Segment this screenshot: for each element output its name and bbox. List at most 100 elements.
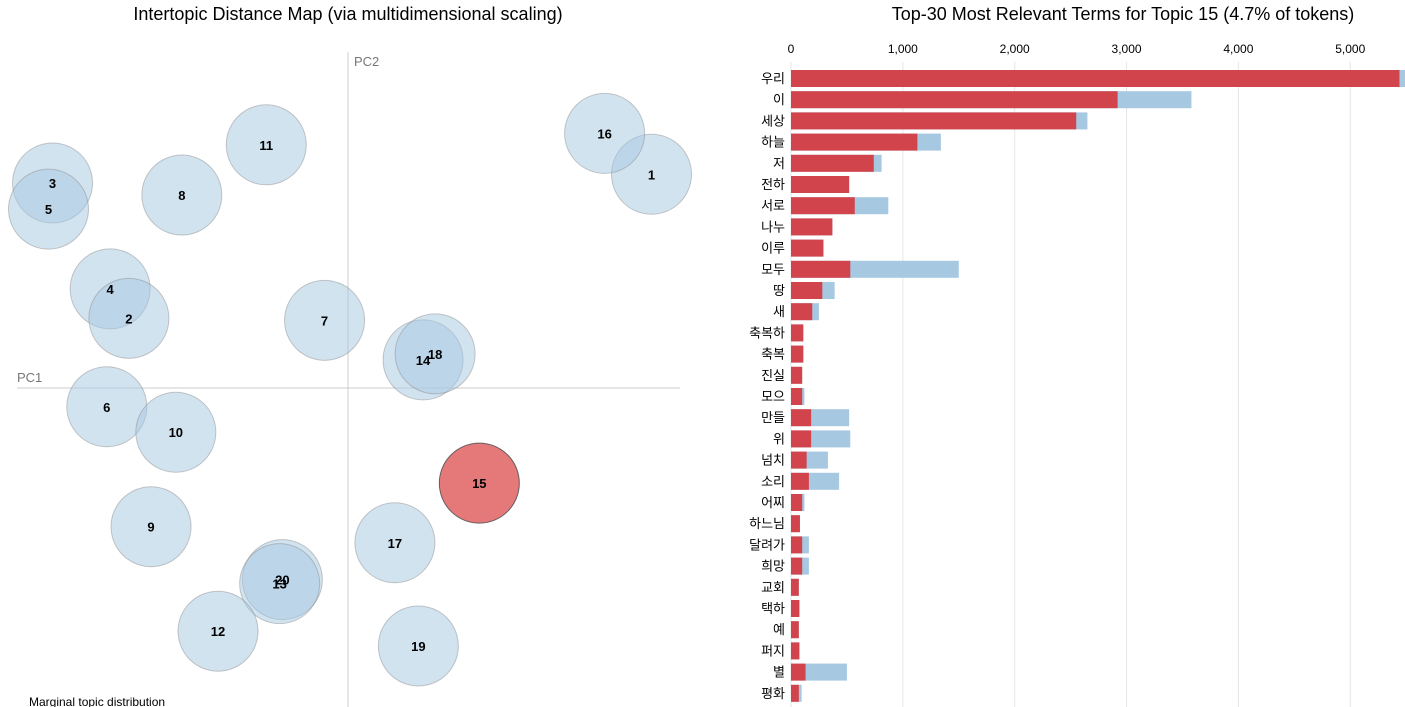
term-label[interactable]: 하느님	[749, 516, 785, 531]
topic-term-bar[interactable]	[791, 578, 799, 596]
topic-bubble-label-13: 13	[272, 577, 286, 592]
topic-term-bar[interactable]	[791, 621, 799, 639]
term-label[interactable]: 택하	[761, 601, 785, 616]
topic-bubbles	[8, 92, 693, 687]
bar-chart-title: Top-30 Most Relevant Terms for Topic 15 …	[892, 4, 1355, 24]
term-label[interactable]: 축복하	[749, 325, 785, 340]
term-label[interactable]: 모두	[761, 262, 785, 277]
topic-term-bar[interactable]	[791, 600, 800, 617]
topic-bubble-label-15: 15	[472, 476, 486, 491]
topic-term-bar[interactable]	[791, 133, 918, 151]
topic-term-bar[interactable]	[791, 176, 850, 193]
term-label[interactable]: 저	[773, 156, 785, 171]
topic-term-bar[interactable]	[791, 324, 804, 342]
topic-bubble-label-2: 2	[125, 311, 132, 326]
term-label[interactable]: 넘치	[761, 453, 785, 468]
map-title: Intertopic Distance Map (via multidimens…	[133, 4, 562, 24]
topic-bubble-label-5: 5	[45, 202, 52, 217]
topic-bubble-11[interactable]	[225, 104, 307, 186]
term-label[interactable]: 달려가	[749, 537, 785, 552]
topic-bubble-5[interactable]	[8, 168, 90, 250]
topic-bubble-label-16: 16	[597, 126, 611, 141]
term-label[interactable]: 퍼지	[761, 643, 785, 658]
term-label[interactable]: 어찌	[761, 495, 785, 510]
topic-term-bar[interactable]	[791, 154, 874, 172]
term-label[interactable]: 전하	[761, 177, 785, 192]
topic-term-bar[interactable]	[791, 197, 855, 215]
term-bars	[791, 70, 1405, 702]
term-label[interactable]: 세상	[761, 113, 785, 128]
topic-term-bar[interactable]	[791, 91, 1118, 109]
topic-bubble-13[interactable]	[239, 543, 321, 625]
term-label[interactable]: 희망	[761, 559, 785, 574]
term-label[interactable]: 축복	[761, 347, 785, 362]
term-label[interactable]: 서로	[761, 198, 785, 213]
topic-bubble-label-6: 6	[103, 400, 110, 415]
topic-bubble-19[interactable]	[377, 605, 459, 687]
topic-bubble-label-17: 17	[388, 536, 402, 551]
topic-term-bar[interactable]	[791, 303, 813, 321]
topic-term-bar[interactable]	[791, 494, 803, 511]
term-label[interactable]: 모으	[761, 389, 785, 404]
topic-bubble-9[interactable]	[110, 486, 192, 568]
topic-term-bar[interactable]	[791, 239, 824, 257]
term-label[interactable]: 예	[773, 622, 785, 637]
topic-bubble-7[interactable]	[284, 279, 366, 361]
topic-bubble-label-12: 12	[211, 624, 225, 639]
topic-bubble-label-19: 19	[411, 639, 425, 654]
intertopic-distance-map: Intertopic Distance Map (via multidimens…	[8, 4, 693, 707]
topic-bubble-label-11: 11	[259, 138, 273, 153]
topic-term-bar[interactable]	[791, 218, 833, 236]
topic-term-bar[interactable]	[791, 557, 803, 575]
topic-term-bar[interactable]	[791, 663, 806, 681]
topic-term-bar[interactable]	[791, 388, 803, 405]
topic-bubble-15[interactable]	[438, 442, 520, 524]
x-tick-label: 0	[788, 42, 795, 56]
topic-bubble-10[interactable]	[135, 391, 217, 473]
pc2-axis-label: PC2	[354, 54, 379, 69]
topic-term-bar[interactable]	[791, 260, 851, 278]
term-label[interactable]: 평화	[761, 686, 785, 701]
topic-bubble-16[interactable]	[564, 92, 646, 174]
term-label[interactable]: 소리	[761, 474, 785, 489]
topic-bubble-17[interactable]	[354, 502, 436, 584]
topic-term-bar[interactable]	[791, 70, 1400, 87]
topic-bubble-label-20: 20	[275, 573, 289, 588]
topic-term-bar[interactable]	[791, 409, 812, 427]
topic-term-bar[interactable]	[791, 366, 803, 384]
term-label[interactable]: 하늘	[761, 135, 785, 150]
topic-bubble-12[interactable]	[177, 590, 259, 672]
term-label[interactable]: 땅	[773, 283, 785, 298]
topic-bubble-18[interactable]	[394, 313, 476, 395]
term-label[interactable]: 만들	[761, 410, 785, 425]
topic-term-bar[interactable]	[791, 684, 799, 702]
topic-term-bar[interactable]	[791, 472, 809, 490]
term-label[interactable]: 별	[773, 665, 785, 680]
topic-term-bar[interactable]	[791, 345, 804, 363]
x-tick-label: 2,000	[1000, 42, 1030, 56]
topic-term-bar[interactable]	[791, 430, 812, 448]
term-label[interactable]: 이루	[761, 241, 785, 256]
term-label[interactable]: 새	[773, 304, 785, 319]
topic-term-bar[interactable]	[791, 536, 803, 554]
topic-term-bar[interactable]	[791, 112, 1077, 130]
topic-term-bar[interactable]	[791, 515, 800, 533]
topic-term-bar[interactable]	[791, 282, 823, 299]
topic-bubble-label-1: 1	[648, 167, 655, 182]
term-label[interactable]: 교회	[761, 580, 785, 595]
x-tick-label: 5,000	[1335, 42, 1365, 56]
topic-bubble-2[interactable]	[88, 277, 170, 359]
term-label[interactable]: 우리	[761, 71, 785, 86]
term-label[interactable]: 나누	[761, 219, 785, 234]
topic-bubble-label-9: 9	[147, 520, 154, 535]
term-label[interactable]: 위	[773, 431, 785, 446]
topic-term-bar[interactable]	[791, 451, 807, 469]
marginal-distribution-legend-title: Marginal topic distribution	[29, 695, 165, 707]
term-label[interactable]: 이	[773, 92, 785, 107]
bar-x-axis-ticks: 0 1,000 2,000 3,000 4,000 5,000	[788, 42, 1366, 56]
topic-bubble-8[interactable]	[141, 154, 223, 236]
relevant-terms-chart: Top-30 Most Relevant Terms for Topic 15 …	[749, 4, 1405, 707]
topic-term-bar[interactable]	[791, 642, 800, 660]
term-label[interactable]: 진실	[761, 368, 785, 383]
